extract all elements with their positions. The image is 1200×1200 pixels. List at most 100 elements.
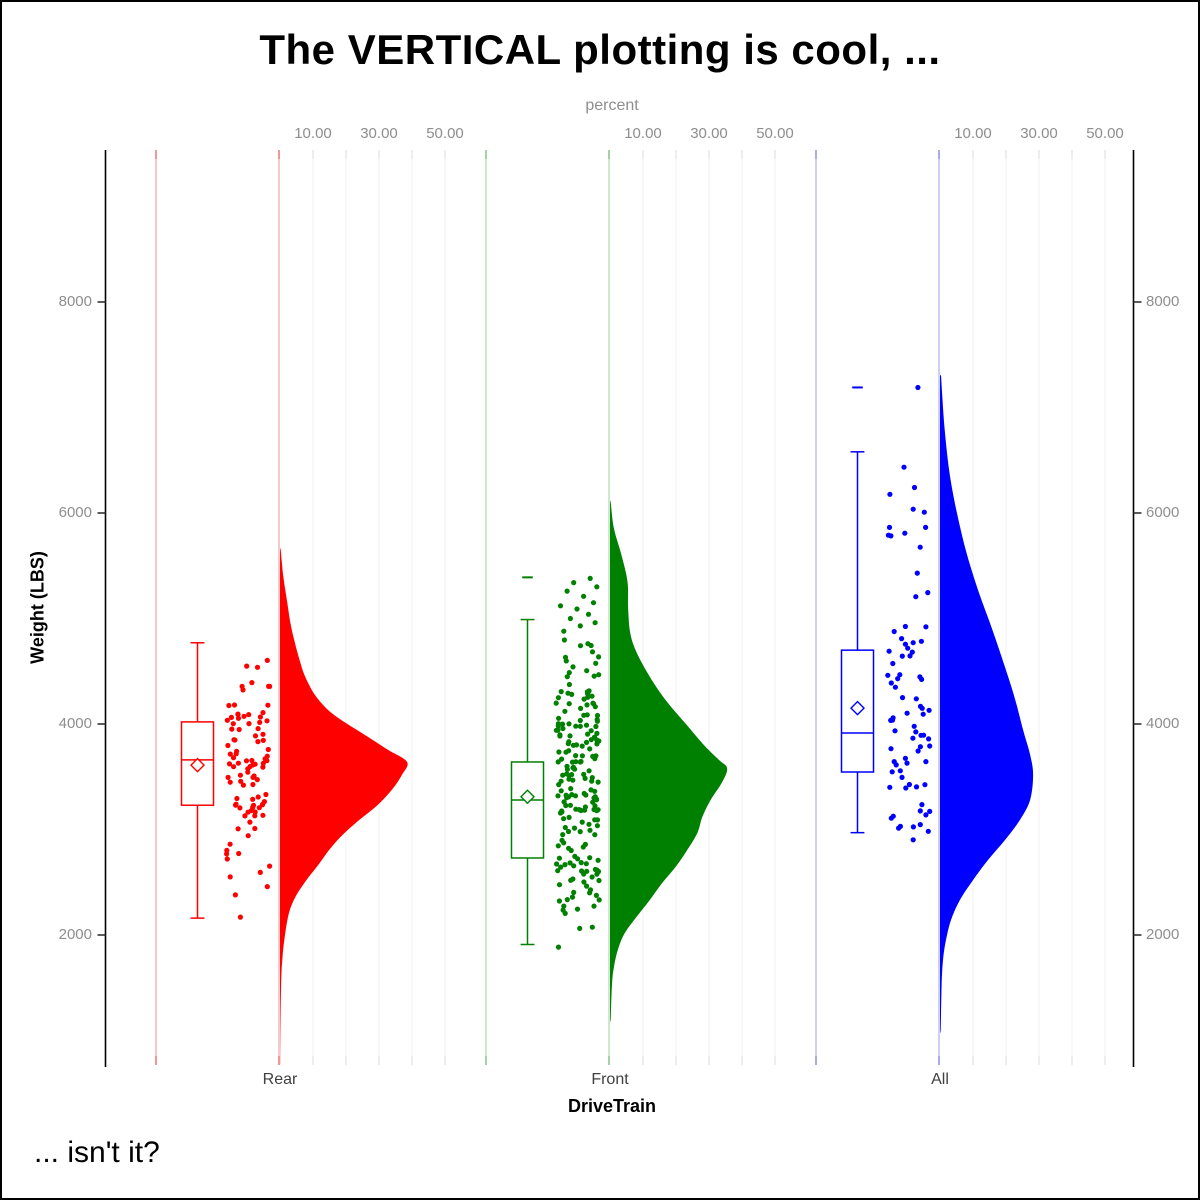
data-point — [584, 668, 590, 674]
data-point — [232, 892, 238, 898]
data-point — [252, 733, 259, 739]
data-point — [573, 723, 579, 729]
data-point — [235, 760, 241, 766]
data-point — [235, 826, 241, 832]
y-tick-label-left: 2000 — [58, 926, 92, 943]
data-point — [915, 384, 921, 391]
data-point — [899, 695, 906, 701]
data-point — [596, 654, 602, 660]
data-point — [592, 704, 598, 710]
data-point — [250, 781, 256, 788]
data-point — [581, 871, 587, 877]
data-point — [555, 723, 561, 729]
data-point — [917, 703, 924, 710]
data-point — [224, 847, 230, 854]
data-point — [243, 758, 250, 764]
data-point — [577, 925, 583, 932]
data-point — [564, 588, 570, 594]
data-point — [907, 653, 913, 659]
data-point — [583, 792, 589, 798]
data-point — [571, 580, 577, 586]
mean-diamond-rear — [190, 757, 205, 773]
data-point — [582, 775, 588, 782]
data-point — [560, 832, 566, 838]
data-point — [227, 841, 233, 847]
data-point — [910, 735, 916, 741]
data-point — [562, 708, 568, 714]
data-point — [587, 827, 593, 833]
percent-tick-label: 30.00 — [1020, 125, 1058, 142]
data-point — [562, 862, 568, 868]
data-point — [557, 733, 563, 739]
data-point — [596, 672, 602, 678]
data-point — [902, 755, 909, 761]
data-point — [585, 641, 591, 647]
data-point — [566, 814, 572, 821]
data-point — [570, 664, 576, 670]
data-point — [230, 721, 236, 727]
data-point — [901, 464, 907, 470]
data-point — [594, 737, 600, 743]
data-point — [244, 663, 250, 669]
data-point — [560, 725, 566, 732]
data-point — [577, 723, 583, 729]
data-point — [590, 799, 596, 805]
data-point — [567, 615, 574, 622]
data-point — [562, 824, 568, 831]
data-point — [587, 575, 593, 582]
data-point — [893, 762, 899, 768]
category-label-rear: Rear — [262, 1071, 298, 1088]
data-point — [561, 903, 567, 909]
data-point — [225, 742, 231, 749]
top-axis-title: percent — [585, 97, 639, 114]
data-point — [260, 760, 266, 766]
data-point — [579, 819, 585, 825]
data-point — [910, 506, 916, 512]
mean-diamond-front — [520, 789, 535, 805]
data-point — [594, 712, 601, 719]
data-point — [594, 716, 600, 723]
data-point — [252, 825, 258, 832]
data-point — [899, 636, 905, 642]
data-point — [570, 764, 577, 771]
chart-caption: ... isn't it? — [34, 1136, 160, 1169]
data-point — [569, 894, 576, 900]
data-point — [570, 876, 576, 882]
data-point — [917, 544, 923, 550]
data-point — [254, 777, 260, 783]
y-axis-title: Weight (LBS) — [27, 551, 48, 664]
data-point — [592, 620, 598, 626]
data-point — [565, 828, 572, 835]
data-point — [917, 744, 924, 750]
data-point — [591, 673, 597, 679]
data-point — [581, 879, 587, 885]
data-point — [585, 611, 592, 617]
data-point — [234, 795, 240, 802]
data-point — [584, 883, 590, 889]
data-point — [227, 779, 233, 785]
data-point — [579, 753, 586, 759]
data-point — [923, 524, 929, 531]
data-point — [558, 788, 564, 794]
data-point — [560, 907, 566, 913]
mean-diamond-all — [850, 700, 865, 716]
data-point — [257, 714, 263, 720]
data-point — [899, 774, 905, 781]
data-point — [567, 860, 573, 866]
data-point — [897, 768, 903, 774]
data-point — [559, 721, 566, 727]
data-point — [555, 759, 561, 765]
data-point — [250, 796, 256, 802]
data-point — [246, 721, 252, 727]
category-label-front: Front — [591, 1071, 629, 1088]
data-point — [266, 683, 272, 689]
data-point — [570, 777, 576, 783]
data-point — [587, 890, 593, 896]
data-point — [903, 785, 909, 791]
data-point — [558, 689, 564, 695]
data-point — [910, 640, 916, 646]
data-point — [587, 855, 593, 861]
data-point — [239, 683, 245, 690]
data-point — [237, 805, 243, 811]
data-point — [926, 736, 932, 742]
